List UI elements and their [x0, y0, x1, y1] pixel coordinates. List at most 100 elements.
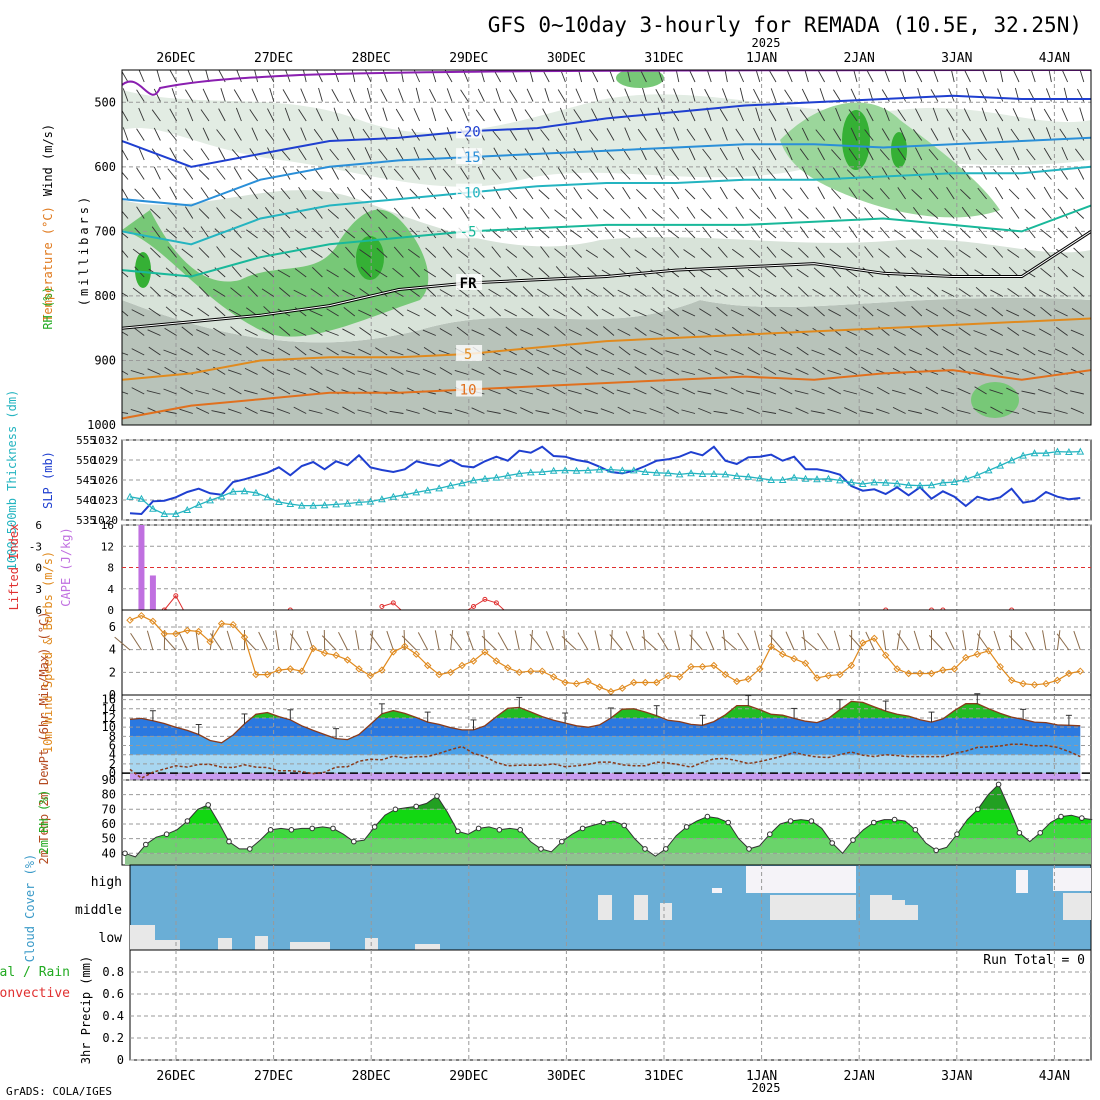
ytick-cape-12: 12 [101, 540, 114, 553]
wind-barb [779, 387, 793, 395]
cloud-low-bar [290, 942, 330, 950]
wind-barb [997, 127, 1004, 141]
wind-barb [309, 348, 323, 356]
rh2m-marker [1016, 830, 1023, 836]
wind-barb [778, 408, 793, 414]
rh2m-marker [288, 827, 295, 833]
ytick-600: 600 [94, 160, 116, 174]
upper-air-yaxis: 500 600 700 800 900 1000 [87, 95, 116, 432]
rh2m-marker [704, 813, 711, 820]
wind-barb [1061, 108, 1069, 122]
wind-barb [957, 309, 971, 317]
wind-barb [815, 207, 825, 219]
rh2m-marker [143, 841, 149, 848]
wind-barb [831, 266, 842, 278]
wind-barb [650, 386, 663, 395]
wind-barb [263, 228, 275, 239]
wind10m-barb [530, 630, 533, 651]
wind-barb [846, 247, 858, 258]
cloud-mid-bar [770, 895, 800, 920]
wind-barb [1024, 286, 1036, 297]
wind-barb [231, 266, 242, 278]
wind-barb [616, 389, 631, 395]
wind-barb [735, 206, 744, 219]
wind-barb [198, 286, 210, 297]
wind-barb [993, 207, 1004, 219]
wind-barb [700, 286, 712, 297]
wind-barb [942, 229, 955, 239]
wind10m-marker [859, 639, 867, 647]
wind-barb [866, 108, 874, 122]
thickness-marker [137, 494, 146, 502]
wind-barb [624, 127, 631, 141]
wind-barb [892, 389, 906, 395]
wind10m-barb [466, 631, 474, 651]
thickness-marker [1053, 447, 1062, 455]
wind-barb [746, 368, 760, 375]
wind-barb [292, 389, 307, 395]
ytick-temp-4: 4 [109, 748, 116, 762]
rh2m-marker [642, 846, 648, 852]
thickness-marker [229, 487, 237, 495]
wind-barb [1038, 328, 1052, 336]
wind-barb [200, 187, 210, 200]
wind-barb [216, 207, 226, 219]
wind10m-barb [162, 634, 177, 651]
wind-barb [813, 306, 825, 317]
wind10m-marker [939, 666, 947, 674]
wind-barb [636, 227, 647, 239]
wind-barb [881, 128, 890, 141]
ytick-cape-4: 4 [107, 583, 114, 596]
wind10m-barb [1042, 630, 1047, 651]
wind-barb [408, 326, 420, 336]
wind10m-barb [993, 630, 1001, 651]
wind10m-marker [1065, 669, 1073, 678]
thickness-marker [629, 466, 638, 474]
wind10m-marker [275, 666, 283, 674]
isotherm-label-5: 5 [464, 347, 472, 363]
rh2m-marker [1079, 815, 1085, 821]
wind-barb [477, 166, 485, 180]
wind-barb [974, 347, 987, 356]
wind-barb [1028, 127, 1036, 141]
top-date-29DEC: 29DEC [449, 51, 488, 66]
cloud-tick-middle: middle [75, 903, 122, 918]
ytick-cape-8: 8 [107, 562, 114, 575]
thickness-marker [847, 478, 856, 486]
wind-barb [122, 249, 129, 258]
wind-barb [944, 207, 955, 219]
wind-barb [389, 410, 404, 414]
wind-barb [359, 327, 372, 336]
wind-barb [634, 249, 647, 258]
wind-barb [136, 128, 145, 141]
wind-barb [474, 247, 485, 258]
wind-barb [280, 187, 291, 200]
wind-barb [413, 147, 421, 161]
wind-barb [667, 229, 680, 239]
bottom-date-28DEC: 28DEC [352, 1069, 391, 1084]
wind-barb [460, 206, 469, 219]
wind-barb [894, 346, 906, 356]
isotherm-label--10: -10 [455, 186, 480, 202]
wind-barb [429, 88, 437, 102]
wind-barb [508, 89, 518, 102]
wind-barb [151, 187, 161, 200]
ytick-thk-545: 545 [76, 474, 96, 487]
wind-barb [799, 109, 809, 122]
wind-barb [606, 167, 615, 180]
year-label-bottom: 2025 [752, 1081, 781, 1095]
cloud-low-bar [255, 936, 268, 950]
wind-barb [343, 268, 356, 278]
wind-barb [1054, 387, 1068, 395]
wind10m-marker [870, 634, 879, 643]
wind-barb [538, 267, 550, 278]
wind-barb [844, 368, 858, 375]
wind-barb [342, 289, 356, 297]
wind-barb [360, 227, 372, 239]
wind-barb [122, 352, 129, 356]
wind-barb [733, 227, 744, 239]
isotherm--15 [122, 136, 1091, 207]
wind10m-barb [817, 632, 829, 651]
wind-barb [829, 248, 842, 258]
wind-barb [911, 306, 923, 317]
